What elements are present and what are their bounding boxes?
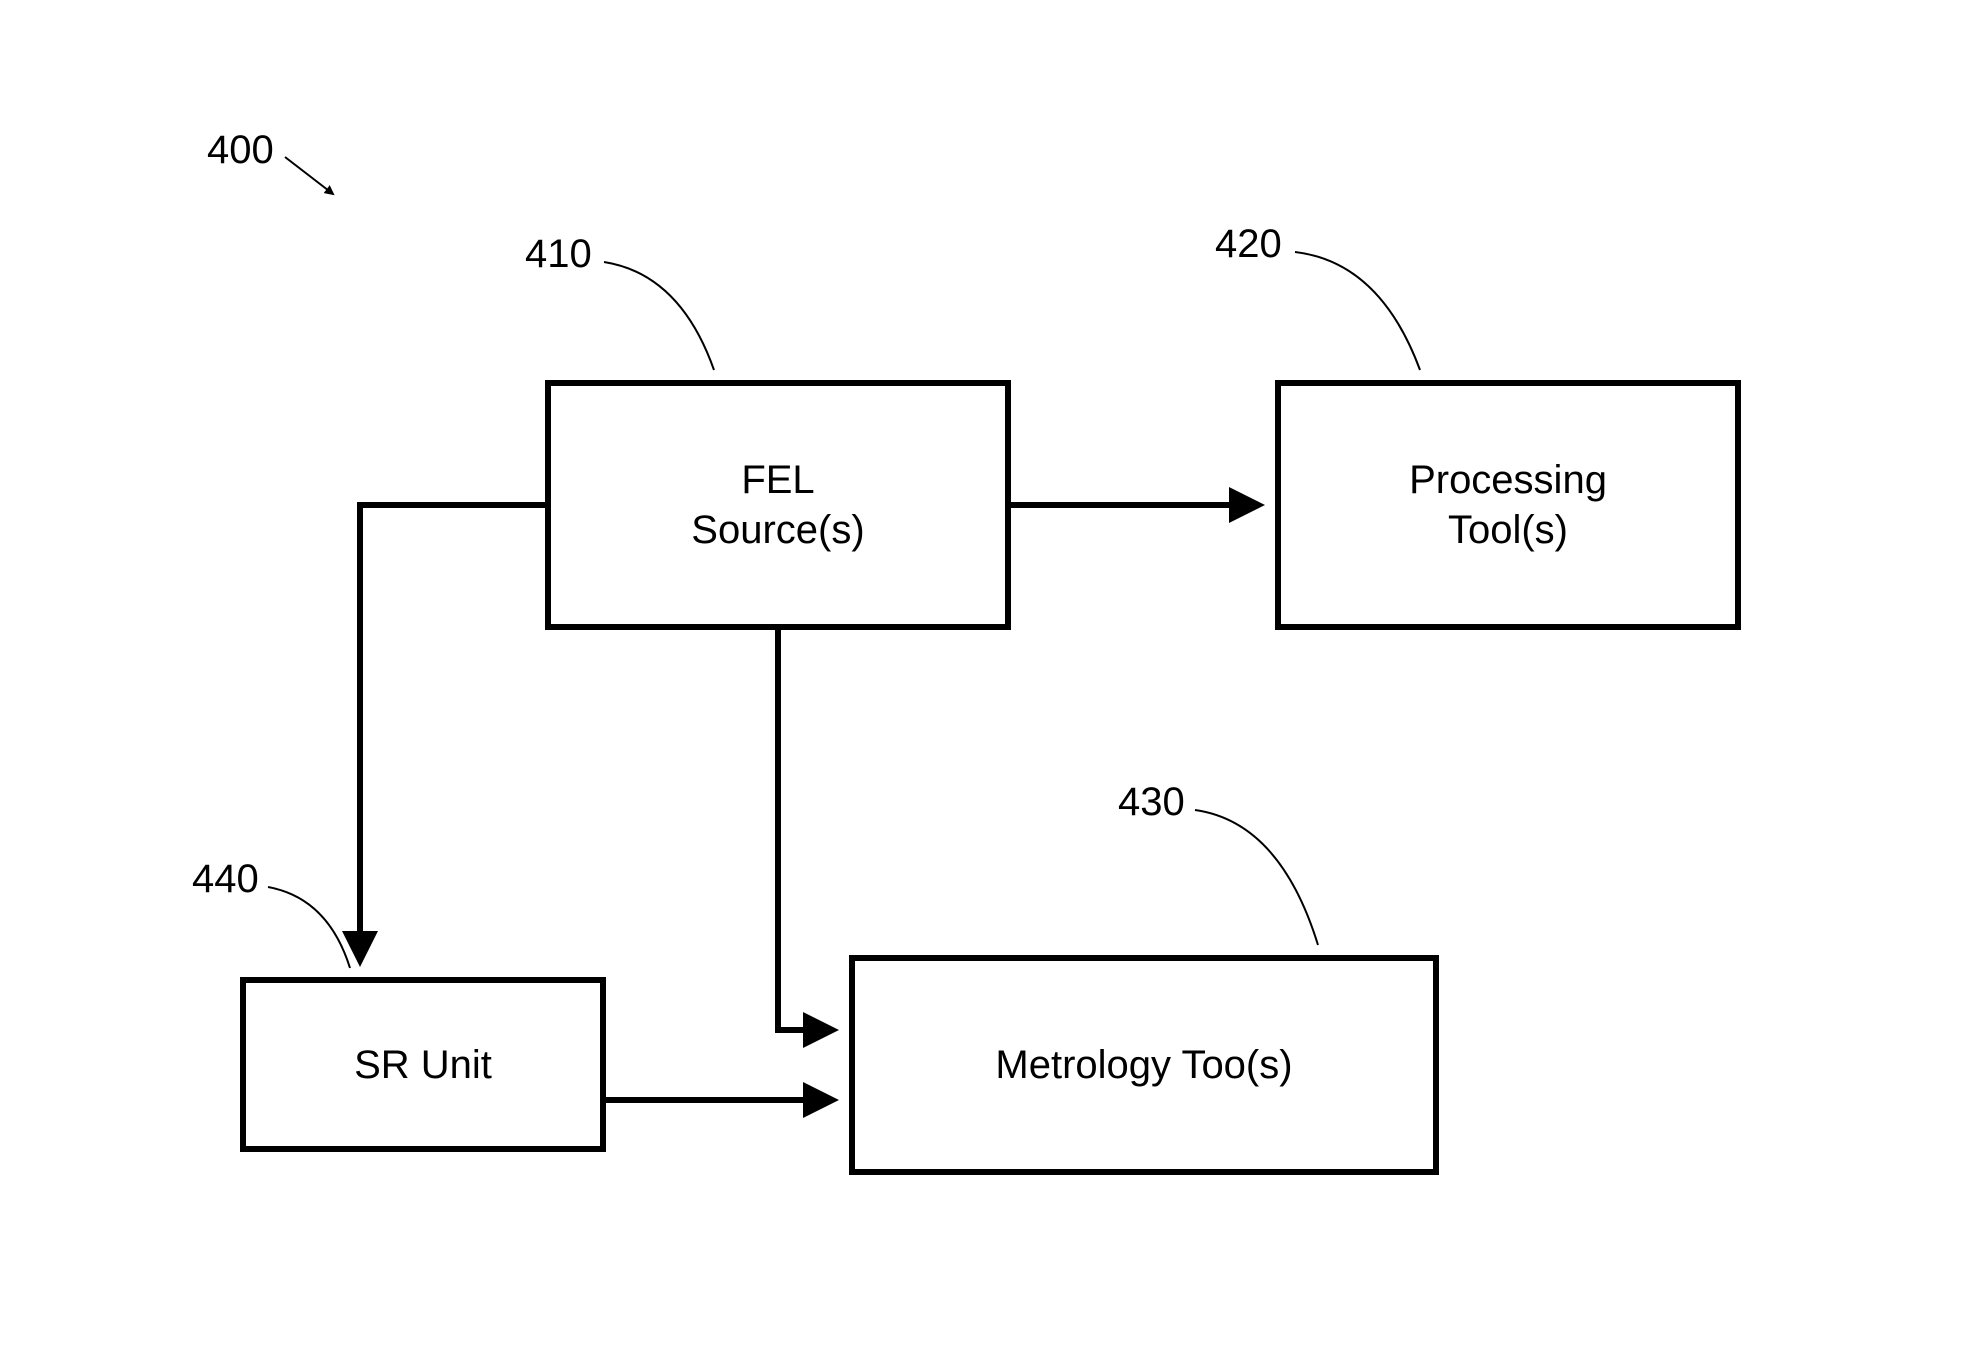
edge-fel-to-sr <box>360 505 545 961</box>
leader-440 <box>268 887 350 968</box>
node-fel-source-label: FEL Source(s) <box>691 455 864 555</box>
ref-label-430: 430 <box>1118 780 1185 825</box>
leader-430 <box>1195 810 1318 945</box>
edge-fel-to-metrology <box>778 630 833 1030</box>
node-metrology-tool-label: Metrology Too(s) <box>995 1040 1292 1090</box>
node-sr-unit: SR Unit <box>240 977 606 1152</box>
node-sr-unit-label: SR Unit <box>354 1040 492 1090</box>
node-processing-tool-label: Processing Tool(s) <box>1409 455 1607 555</box>
leader-420 <box>1295 252 1420 370</box>
ref-label-420: 420 <box>1215 222 1282 267</box>
ref-arrow-400 <box>285 157 333 194</box>
diagram-canvas: FEL Source(s) Processing Tool(s) Metrolo… <box>0 0 1986 1345</box>
node-processing-tool: Processing Tool(s) <box>1275 380 1741 630</box>
ref-label-440: 440 <box>192 857 259 902</box>
node-fel-source: FEL Source(s) <box>545 380 1011 630</box>
leader-410 <box>604 262 714 370</box>
ref-label-410: 410 <box>525 232 592 277</box>
ref-label-400: 400 <box>207 128 274 173</box>
node-metrology-tool: Metrology Too(s) <box>849 955 1439 1175</box>
